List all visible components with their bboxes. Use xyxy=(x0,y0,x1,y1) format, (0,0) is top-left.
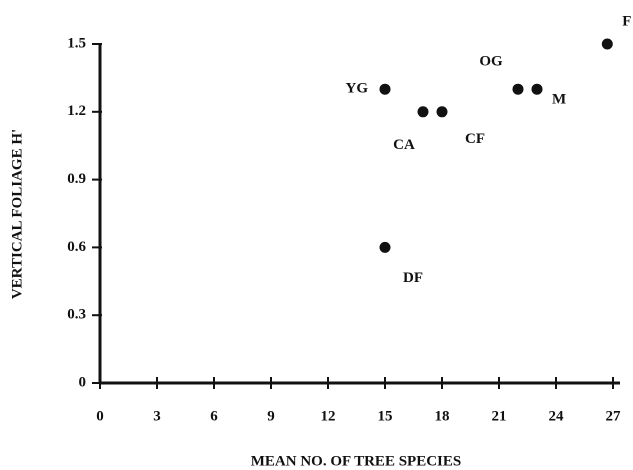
point-label: YG xyxy=(346,81,369,97)
point-label: F xyxy=(622,13,631,29)
point xyxy=(379,241,391,253)
y-tick-label: 0.3 xyxy=(67,307,86,323)
point xyxy=(379,83,391,95)
x-axis-label: MEAN NO. OF TREE SPECIES xyxy=(251,453,461,469)
x-tick-label: 18 xyxy=(435,408,450,424)
x-tick-label: 12 xyxy=(321,408,336,424)
y-tick-label: 1.5 xyxy=(67,35,86,51)
point-label: OG xyxy=(479,54,503,70)
point xyxy=(601,38,613,50)
y-tick-label: 0 xyxy=(79,374,87,390)
point xyxy=(417,106,429,118)
y-tick-label: 0.6 xyxy=(67,239,86,255)
y-axis-label: VERTICAL FOLIAGE H' xyxy=(9,129,25,299)
x-tick-label: 24 xyxy=(549,408,565,424)
x-tick-label: 0 xyxy=(96,408,104,424)
point xyxy=(531,83,543,95)
x-tick-label: 27 xyxy=(606,408,622,424)
x-tick-label: 6 xyxy=(210,408,218,424)
x-tick-label: 9 xyxy=(267,408,275,424)
point-label: M xyxy=(552,92,566,108)
point-label: DF xyxy=(403,270,423,286)
point xyxy=(436,106,448,118)
x-tick-label: 21 xyxy=(492,408,507,424)
point xyxy=(512,83,524,95)
x-tick-label: 3 xyxy=(153,408,161,424)
point-label: CF xyxy=(465,131,485,147)
x-tick-label: 15 xyxy=(378,408,393,424)
point-label: CA xyxy=(393,137,415,153)
y-tick-label: 1.2 xyxy=(67,103,86,119)
y-tick-label: 0.9 xyxy=(67,171,86,187)
